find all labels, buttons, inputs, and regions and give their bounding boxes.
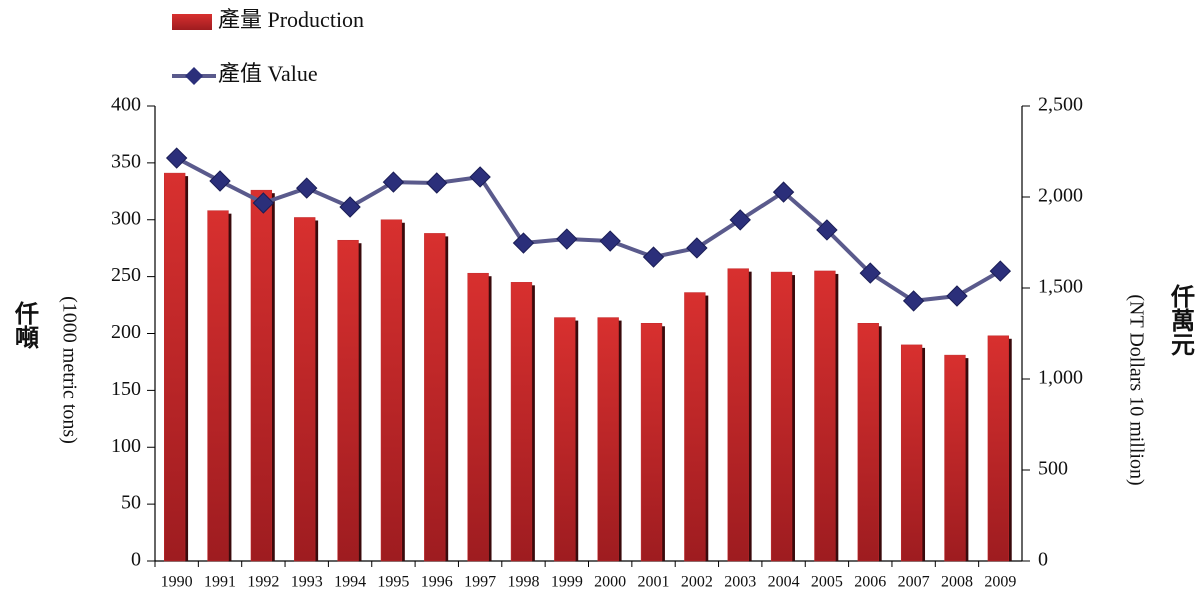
bar — [250, 189, 273, 562]
y-tick-label: 400 — [111, 94, 141, 116]
legend-swatch — [172, 14, 212, 30]
y-tick-label: 250 — [111, 264, 141, 286]
marker — [946, 285, 968, 307]
y2-axis-label: (NT Dollars 10 million) — [1125, 294, 1147, 485]
y-axis-label-cjk: 仟噸 — [10, 301, 39, 350]
bar — [164, 172, 186, 562]
bar — [597, 317, 619, 562]
bar — [987, 335, 1009, 562]
y2-tick-label: 500 — [1038, 458, 1068, 480]
y2-tick-label: 0 — [1038, 549, 1048, 571]
marker — [296, 177, 318, 199]
marker — [165, 147, 188, 169]
marker — [772, 181, 795, 203]
y2-tick-label: 2,000 — [1038, 185, 1083, 207]
x-tick-label: 1990 — [161, 574, 193, 591]
marker — [642, 246, 665, 268]
marker — [469, 166, 491, 188]
x-tick-label: 1996 — [421, 574, 453, 591]
y-tick-label: 150 — [111, 378, 141, 400]
bar — [424, 233, 446, 562]
marker — [859, 262, 881, 284]
x-tick-label: 2008 — [941, 574, 973, 591]
y-tick-label: 200 — [111, 321, 141, 343]
bar — [900, 344, 923, 562]
marker — [729, 209, 751, 231]
x-tick-label: 2000 — [594, 574, 626, 591]
x-tick-label: 2005 — [811, 574, 843, 591]
x-tick-label: 1998 — [507, 574, 539, 591]
bar — [294, 217, 316, 562]
marker — [556, 228, 578, 250]
x-tick-label: 2004 — [768, 574, 800, 591]
y-tick-label: 300 — [111, 207, 141, 229]
y-tick-label: 350 — [111, 150, 141, 172]
x-tick-label: 2001 — [638, 574, 670, 591]
marker — [816, 219, 838, 241]
bar — [207, 210, 229, 562]
bar — [640, 323, 663, 562]
bar — [554, 317, 576, 562]
bar — [770, 271, 793, 562]
x-tick-label: 1997 — [464, 574, 496, 591]
y-axis-label: (1000 metric tons) — [58, 296, 80, 444]
x-tick-label: 1995 — [377, 574, 409, 591]
bar — [337, 239, 359, 562]
bar — [467, 272, 489, 562]
x-tick-label: 2006 — [854, 574, 886, 591]
x-tick-label: 1994 — [334, 574, 366, 591]
legend-label: 產值 Value — [218, 61, 318, 86]
marker — [252, 192, 275, 214]
x-tick-label: 2009 — [984, 574, 1016, 591]
x-tick-label: 1999 — [551, 574, 583, 591]
x-tick-label: 1993 — [291, 574, 323, 591]
x-tick-label: 2007 — [898, 574, 930, 591]
legend-label: 產量 Production — [218, 7, 364, 32]
marker — [599, 230, 621, 252]
y-tick-label: 100 — [111, 435, 141, 457]
bar — [944, 354, 966, 562]
bar — [814, 270, 836, 562]
marker — [902, 290, 925, 312]
bar — [510, 282, 533, 562]
marker — [382, 171, 405, 193]
bar — [684, 292, 706, 562]
marker — [512, 232, 535, 254]
marker — [209, 170, 231, 192]
x-tick-label: 2002 — [681, 574, 713, 591]
marker — [426, 172, 448, 194]
marker — [686, 237, 708, 259]
bar — [380, 219, 403, 562]
bar — [857, 323, 879, 562]
legend-marker — [185, 67, 203, 85]
bar — [727, 268, 749, 562]
y2-tick-label: 1,500 — [1038, 276, 1083, 298]
y2-axis-label-cjk: 仟萬元 — [1166, 284, 1195, 356]
y-tick-label: 0 — [131, 549, 141, 571]
x-tick-label: 1991 — [204, 574, 236, 591]
y2-tick-label: 2,500 — [1038, 94, 1083, 116]
y-tick-label: 50 — [121, 492, 141, 514]
y2-tick-label: 1,000 — [1038, 367, 1083, 389]
x-tick-label: 2003 — [724, 574, 756, 591]
marker — [989, 260, 1012, 282]
marker — [339, 196, 361, 218]
x-tick-label: 1992 — [247, 574, 279, 591]
